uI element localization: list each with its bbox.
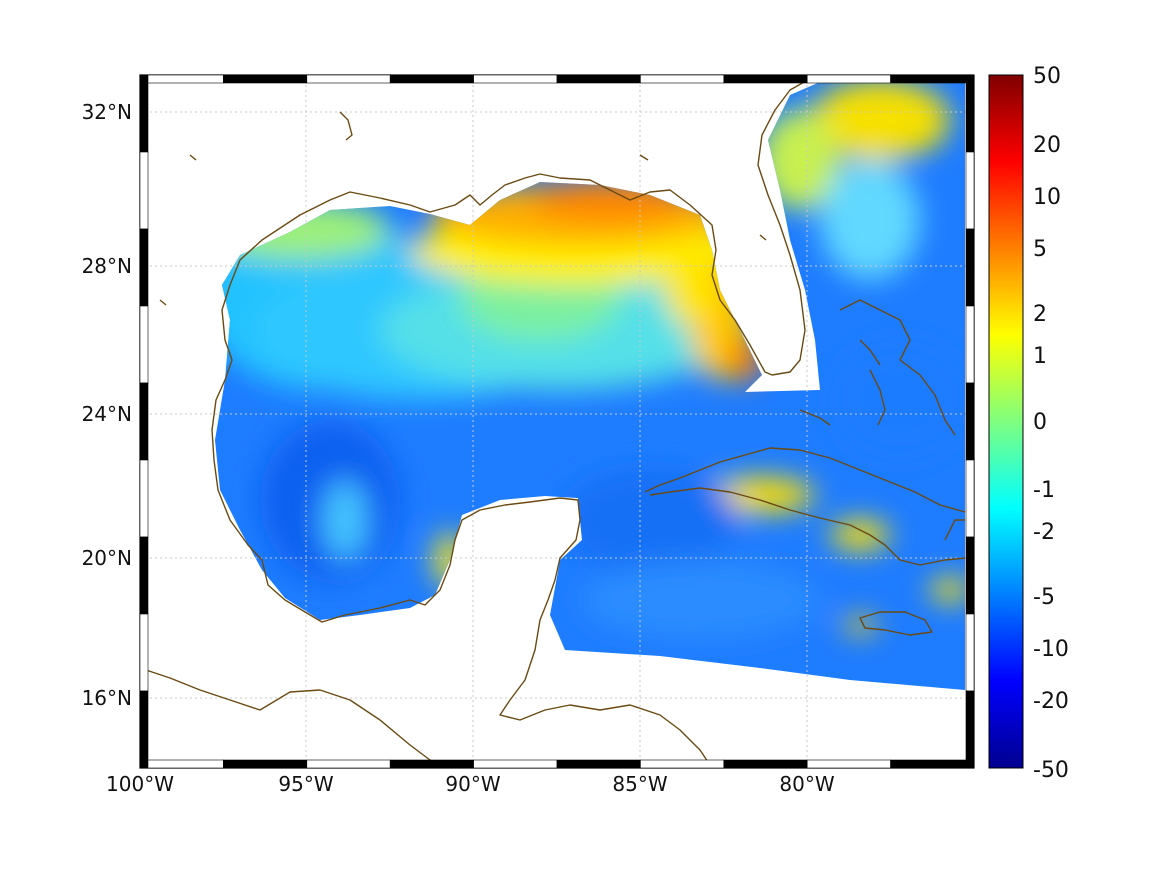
lon-label-80: 80°W: [779, 772, 834, 796]
lat-label-32: 32°N: [82, 100, 132, 124]
frame-checker-segment: [890, 74, 975, 84]
ocean-field: [215, 82, 965, 690]
frame-checker-segment: [223, 759, 308, 769]
coastlines: [139, 75, 966, 769]
frame-checker-segment: [965, 305, 975, 384]
frame-checker-segment: [139, 759, 224, 769]
lon-label-95: 95°W: [278, 772, 333, 796]
frame-checker-segment: [723, 74, 808, 84]
frame-checker-segment: [139, 613, 149, 692]
lat-axis-labels: 32°N 28°N 24°N 20°N 16°N: [82, 100, 132, 710]
colorbar-labels: 50 20 10 5 2 1 0 -1 -2 -5 -10 -20 -50: [1033, 64, 1069, 783]
frame-checker-segment: [965, 459, 975, 538]
frame-checker-segment: [139, 151, 149, 230]
colorbar-label: -5: [1033, 585, 1055, 610]
frame-checker-segment: [640, 759, 725, 769]
frame-checker-segment: [223, 74, 308, 84]
frame-checker-segment: [965, 228, 975, 307]
grid-lines: [140, 75, 974, 768]
frame-checker-segment: [806, 74, 891, 84]
frame-checker-segment: [389, 759, 474, 769]
colorbar: 50 20 10 5 2 1 0 -1 -2 -5 -10 -20 -50: [988, 64, 1069, 783]
frame-checker-segment: [139, 74, 149, 153]
frame-checker-segment: [473, 759, 558, 769]
frame-checker-segment: [139, 459, 149, 538]
frame-checker-segment: [306, 74, 391, 84]
colorbar-label: -1: [1033, 478, 1055, 503]
frame-checker-segment: [139, 690, 149, 769]
lon-label-85: 85°W: [612, 772, 667, 796]
frame-checker-segment: [965, 536, 975, 615]
frame-checker-bars: [139, 74, 975, 769]
colorbar-label: -2: [1033, 520, 1055, 545]
colorbar-label: -50: [1033, 758, 1069, 783]
frame-checker-segment: [556, 759, 641, 769]
frame-checker-segment: [965, 382, 975, 461]
colorbar-label: 2: [1033, 302, 1047, 327]
frame-checker-segment: [890, 759, 975, 769]
colorbar-label: 10: [1033, 185, 1061, 210]
lon-axis-labels: 100°W 95°W 90°W 85°W 80°W: [106, 772, 835, 796]
map-area: [139, 74, 975, 769]
frame-checker-segment: [139, 228, 149, 307]
lat-label-20: 20°N: [82, 546, 132, 570]
frame-checker-segment: [965, 74, 975, 153]
colorbar-label: 50: [1033, 64, 1061, 89]
lat-label-16: 16°N: [82, 686, 132, 710]
lat-label-28: 28°N: [82, 254, 132, 278]
frame-checker-segment: [139, 305, 149, 384]
frame-checker-segment: [139, 536, 149, 615]
frame-checker-segment: [389, 74, 474, 84]
frame-checker-segment: [965, 151, 975, 230]
frame-checker-segment: [965, 613, 975, 692]
frame-checker-segment: [556, 74, 641, 84]
colorbar-label: 5: [1033, 237, 1047, 262]
frame-checker-segment: [139, 74, 224, 84]
frame-checker-segment: [473, 74, 558, 84]
frame-checker-segment: [806, 759, 891, 769]
colorbar-label: 0: [1033, 410, 1047, 435]
colorbar-label: 1: [1033, 344, 1047, 369]
lon-label-90: 90°W: [445, 772, 500, 796]
frame-checker-segment: [640, 74, 725, 84]
colorbar-label: -10: [1033, 637, 1069, 662]
frame-checker-segment: [965, 690, 975, 769]
colorbar-label: 20: [1033, 133, 1061, 158]
lon-label-100: 100°W: [106, 772, 174, 796]
colorbar-label: -20: [1033, 689, 1069, 714]
frame-checker-segment: [306, 759, 391, 769]
colorbar-gradient: [988, 74, 1024, 769]
lat-label-24: 24°N: [82, 402, 132, 426]
frame-checker-segment: [139, 382, 149, 461]
frame-checker-segment: [723, 759, 808, 769]
